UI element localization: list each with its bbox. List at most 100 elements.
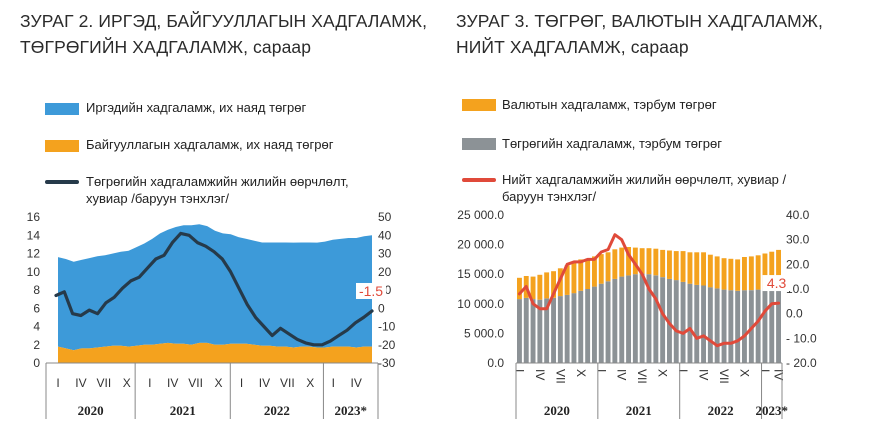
legend-label-mnt-deposits: Төгрөгийн хадгаламж, тэрбум төгрөг [502,136,722,151]
bar-fx-deposits [632,247,638,275]
area-organizations [58,342,372,363]
x-tick-label: X [215,376,223,390]
y-tick-left: 15 000.0 [457,267,504,281]
y-tick-right: - 10.0 [786,331,817,345]
bar-fx-deposits [537,274,543,300]
bar-mnt-deposits [585,289,591,363]
bar-mnt-deposits [646,274,652,363]
bar-mnt-deposits [680,281,686,363]
legend-swatch-total-growth [462,178,496,182]
y-tick-right: 10.0 [786,282,810,296]
x-tick-label: I [148,376,151,390]
bar-fx-deposits [592,256,597,287]
x-tick-label: IV [259,376,270,390]
bar-fx-deposits [517,277,522,300]
y-tick-left: 20 000.0 [457,238,504,252]
bar-fx-deposits [742,257,747,291]
bar-mnt-deposits [776,287,781,363]
bar-fx-deposits [530,276,536,300]
y-tick-left: 0.0 [487,356,504,370]
x-tick-label: I [594,369,608,372]
y-tick-right: 40.0 [786,208,810,222]
legend-label-organizations: Байгууллагын хадгаламж, их наяд төгрөг [86,137,334,152]
bar-mnt-deposits [523,297,529,363]
y-tick-left: 16 [27,210,41,224]
chart-panel-right: ЗУРАГ 3. ТӨГРӨГ, ВАЛЮТЫН ХАДГАЛАМЖ, НИЙТ… [442,0,884,442]
x-tick-label: IV [615,369,629,380]
x-tick-label: I [56,376,59,390]
y-tick-right: 30 [378,247,392,261]
y-tick-right: -30 [378,356,396,370]
bar-fx-deposits [694,252,700,285]
x-tick-label: VII [553,369,567,384]
year-label: 2020 [544,403,570,418]
x-tick-label: I [512,369,526,372]
bar-fx-deposits [707,254,713,288]
x-tick-label: IV [351,376,362,390]
bar-mnt-deposits [639,273,645,363]
legend-swatch-mnt-growth [45,180,79,184]
legend-label-fx-deposits: Валютын хадгаламж, тэрбум төгрөг [502,97,717,112]
bar-mnt-deposits [653,275,659,363]
x-tick-label: X [123,376,131,390]
bar-fx-deposits [564,265,570,295]
bar-mnt-deposits [632,274,638,363]
bar-mnt-deposits [612,278,618,363]
bar-fx-deposits [769,251,775,289]
y-tick-right: 0 [378,301,385,315]
year-label: 2021 [626,403,652,418]
bar-fx-deposits [680,251,686,282]
x-tick-label: I [758,369,772,372]
y-tick-right: - 20.0 [786,356,817,370]
bar-mnt-deposits [551,297,556,363]
bar-fx-deposits [571,262,577,294]
bar-fx-deposits [673,251,679,281]
bar-mnt-deposits [626,275,631,363]
chart-title: ЗУРАГ 2. ИРГЭД, БАЙГУУЛЛАГЫН ХАДГАЛАМЖ, … [20,11,428,57]
bar-mnt-deposits [694,284,700,363]
x-tick-label: X [737,369,751,377]
bar-mnt-deposits [530,299,536,363]
x-tick-label: X [656,369,670,377]
bar-fx-deposits [585,258,591,289]
bar-mnt-deposits [742,290,747,363]
legend-swatch-households [45,103,79,115]
x-tick-label: IV [697,369,711,380]
year-label: 2020 [78,403,104,418]
bar-fx-deposits [776,249,781,288]
area-households [58,224,372,351]
y-tick-right: 40 [378,228,392,242]
bar-mnt-deposits [544,298,550,363]
bar-mnt-deposits [673,280,679,363]
bar-fx-deposits [551,271,556,298]
bar-mnt-deposits [578,290,584,363]
bar-fx-deposits [721,258,727,290]
bar-mnt-deposits [592,286,597,363]
y-tick-left: 10 000.0 [457,297,504,311]
bar-mnt-deposits [769,288,775,363]
year-label: 2021 [170,403,196,418]
y-tick-left: 10 [27,265,41,279]
bar-mnt-deposits [714,288,720,363]
year-label: 2023* [334,403,367,418]
x-tick-label: VII [280,376,295,390]
y-tick-right: 0.0 [786,307,803,321]
x-tick-label: X [306,376,314,390]
legend-label-households: Иргэдийн хадгаламж, их наяд төгрөг [86,100,307,115]
x-tick-label: VII [635,369,649,384]
bar-fx-deposits [653,248,659,276]
bar-fx-deposits [605,252,611,282]
annotation-last-value: 4.3 [767,275,787,291]
bar-mnt-deposits [762,289,768,363]
year-label: 2023* [756,403,789,418]
x-tick-label: I [240,376,243,390]
bar-mnt-deposits [707,287,713,363]
x-tick-label: X [574,369,588,377]
bar-mnt-deposits [598,283,604,363]
legend-swatch-organizations [45,140,79,152]
bar-fx-deposits [735,259,741,291]
bar-mnt-deposits [687,283,693,363]
y-tick-left: 12 [27,247,41,261]
x-tick-label: VII [188,376,203,390]
bar-fx-deposits [714,256,720,289]
